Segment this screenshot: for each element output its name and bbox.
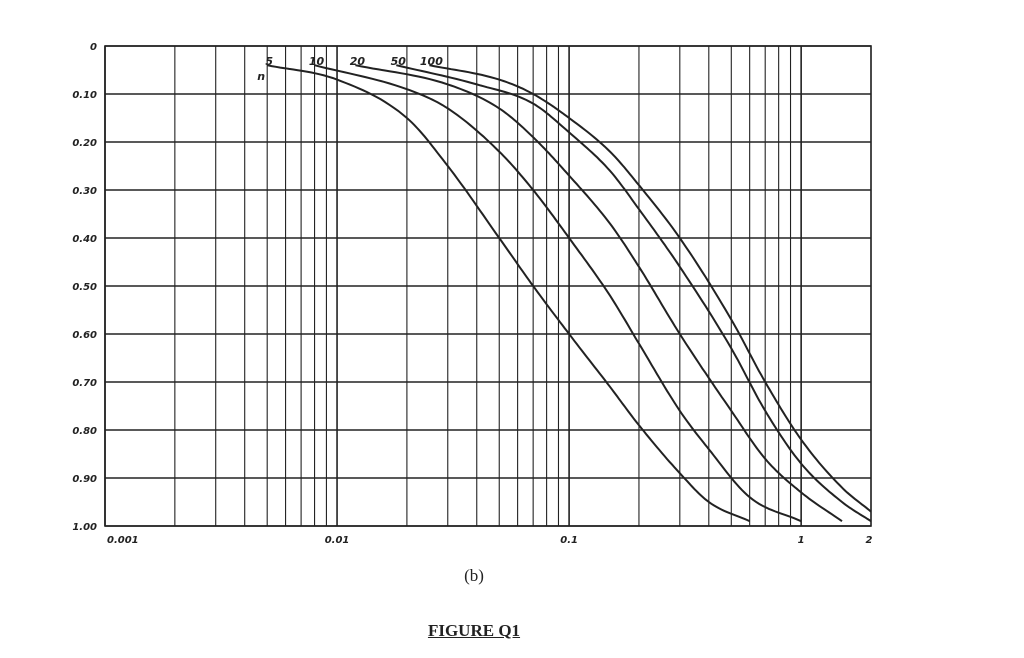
curve-label-text: 50 xyxy=(391,55,407,68)
curve-n-20 xyxy=(355,64,843,523)
curve-label-n-100: 100 xyxy=(420,55,443,68)
x-tick-label: 1 xyxy=(798,535,805,546)
curve-label-text: 5 xyxy=(265,55,273,68)
curve-label-text: 20 xyxy=(350,55,366,68)
curve-label-n-5: 5 xyxy=(265,55,273,68)
y-tick-label: 0.50 xyxy=(72,282,97,293)
x-tick-label: 2 xyxy=(866,535,873,546)
curve-n-10 xyxy=(314,64,802,523)
plot-frame xyxy=(104,45,872,527)
y-tick-label: 0.10 xyxy=(72,90,97,101)
y-tick-label: 0.70 xyxy=(72,378,97,389)
curve-label-n-20: 20 xyxy=(350,55,366,68)
curve-n-100 xyxy=(429,64,872,513)
curve-label-n-10: 10 xyxy=(309,55,325,68)
curve-n-50 xyxy=(396,64,872,523)
y-tick-label: 0.60 xyxy=(72,330,97,341)
curve-label-text: 100 xyxy=(420,55,443,68)
figure-title: FIGURE Q1 xyxy=(427,621,521,640)
y-tick-label: 0.30 xyxy=(72,186,97,197)
labels: 0 0.10 0.20 0.30 0.40 0.50 0.60 0.70 0.80 0.90 1.0… xyxy=(72,42,872,546)
curve-label-text: 10 xyxy=(309,55,325,68)
y-tick-label: 0.20 xyxy=(72,138,97,149)
curve-label-n-50: 50 xyxy=(391,55,407,68)
y-tick-label: 0.80 xyxy=(72,426,97,437)
y-tick-label: 0 xyxy=(90,42,97,53)
x-tick-label: 0.01 xyxy=(325,535,350,546)
x-tick-label: 0.001 xyxy=(107,535,139,546)
curve-parameter-label: n xyxy=(257,70,265,83)
y-tick-label: 0.90 xyxy=(72,474,97,485)
y-tick-label: 0.40 xyxy=(72,234,97,245)
y-tick-label: 1.00 xyxy=(72,522,97,533)
curves xyxy=(266,64,872,523)
x-tick-label: 0.1 xyxy=(560,535,578,546)
panel-label: (b) xyxy=(464,566,484,585)
curve-n-5 xyxy=(266,64,751,523)
grid xyxy=(104,45,872,527)
